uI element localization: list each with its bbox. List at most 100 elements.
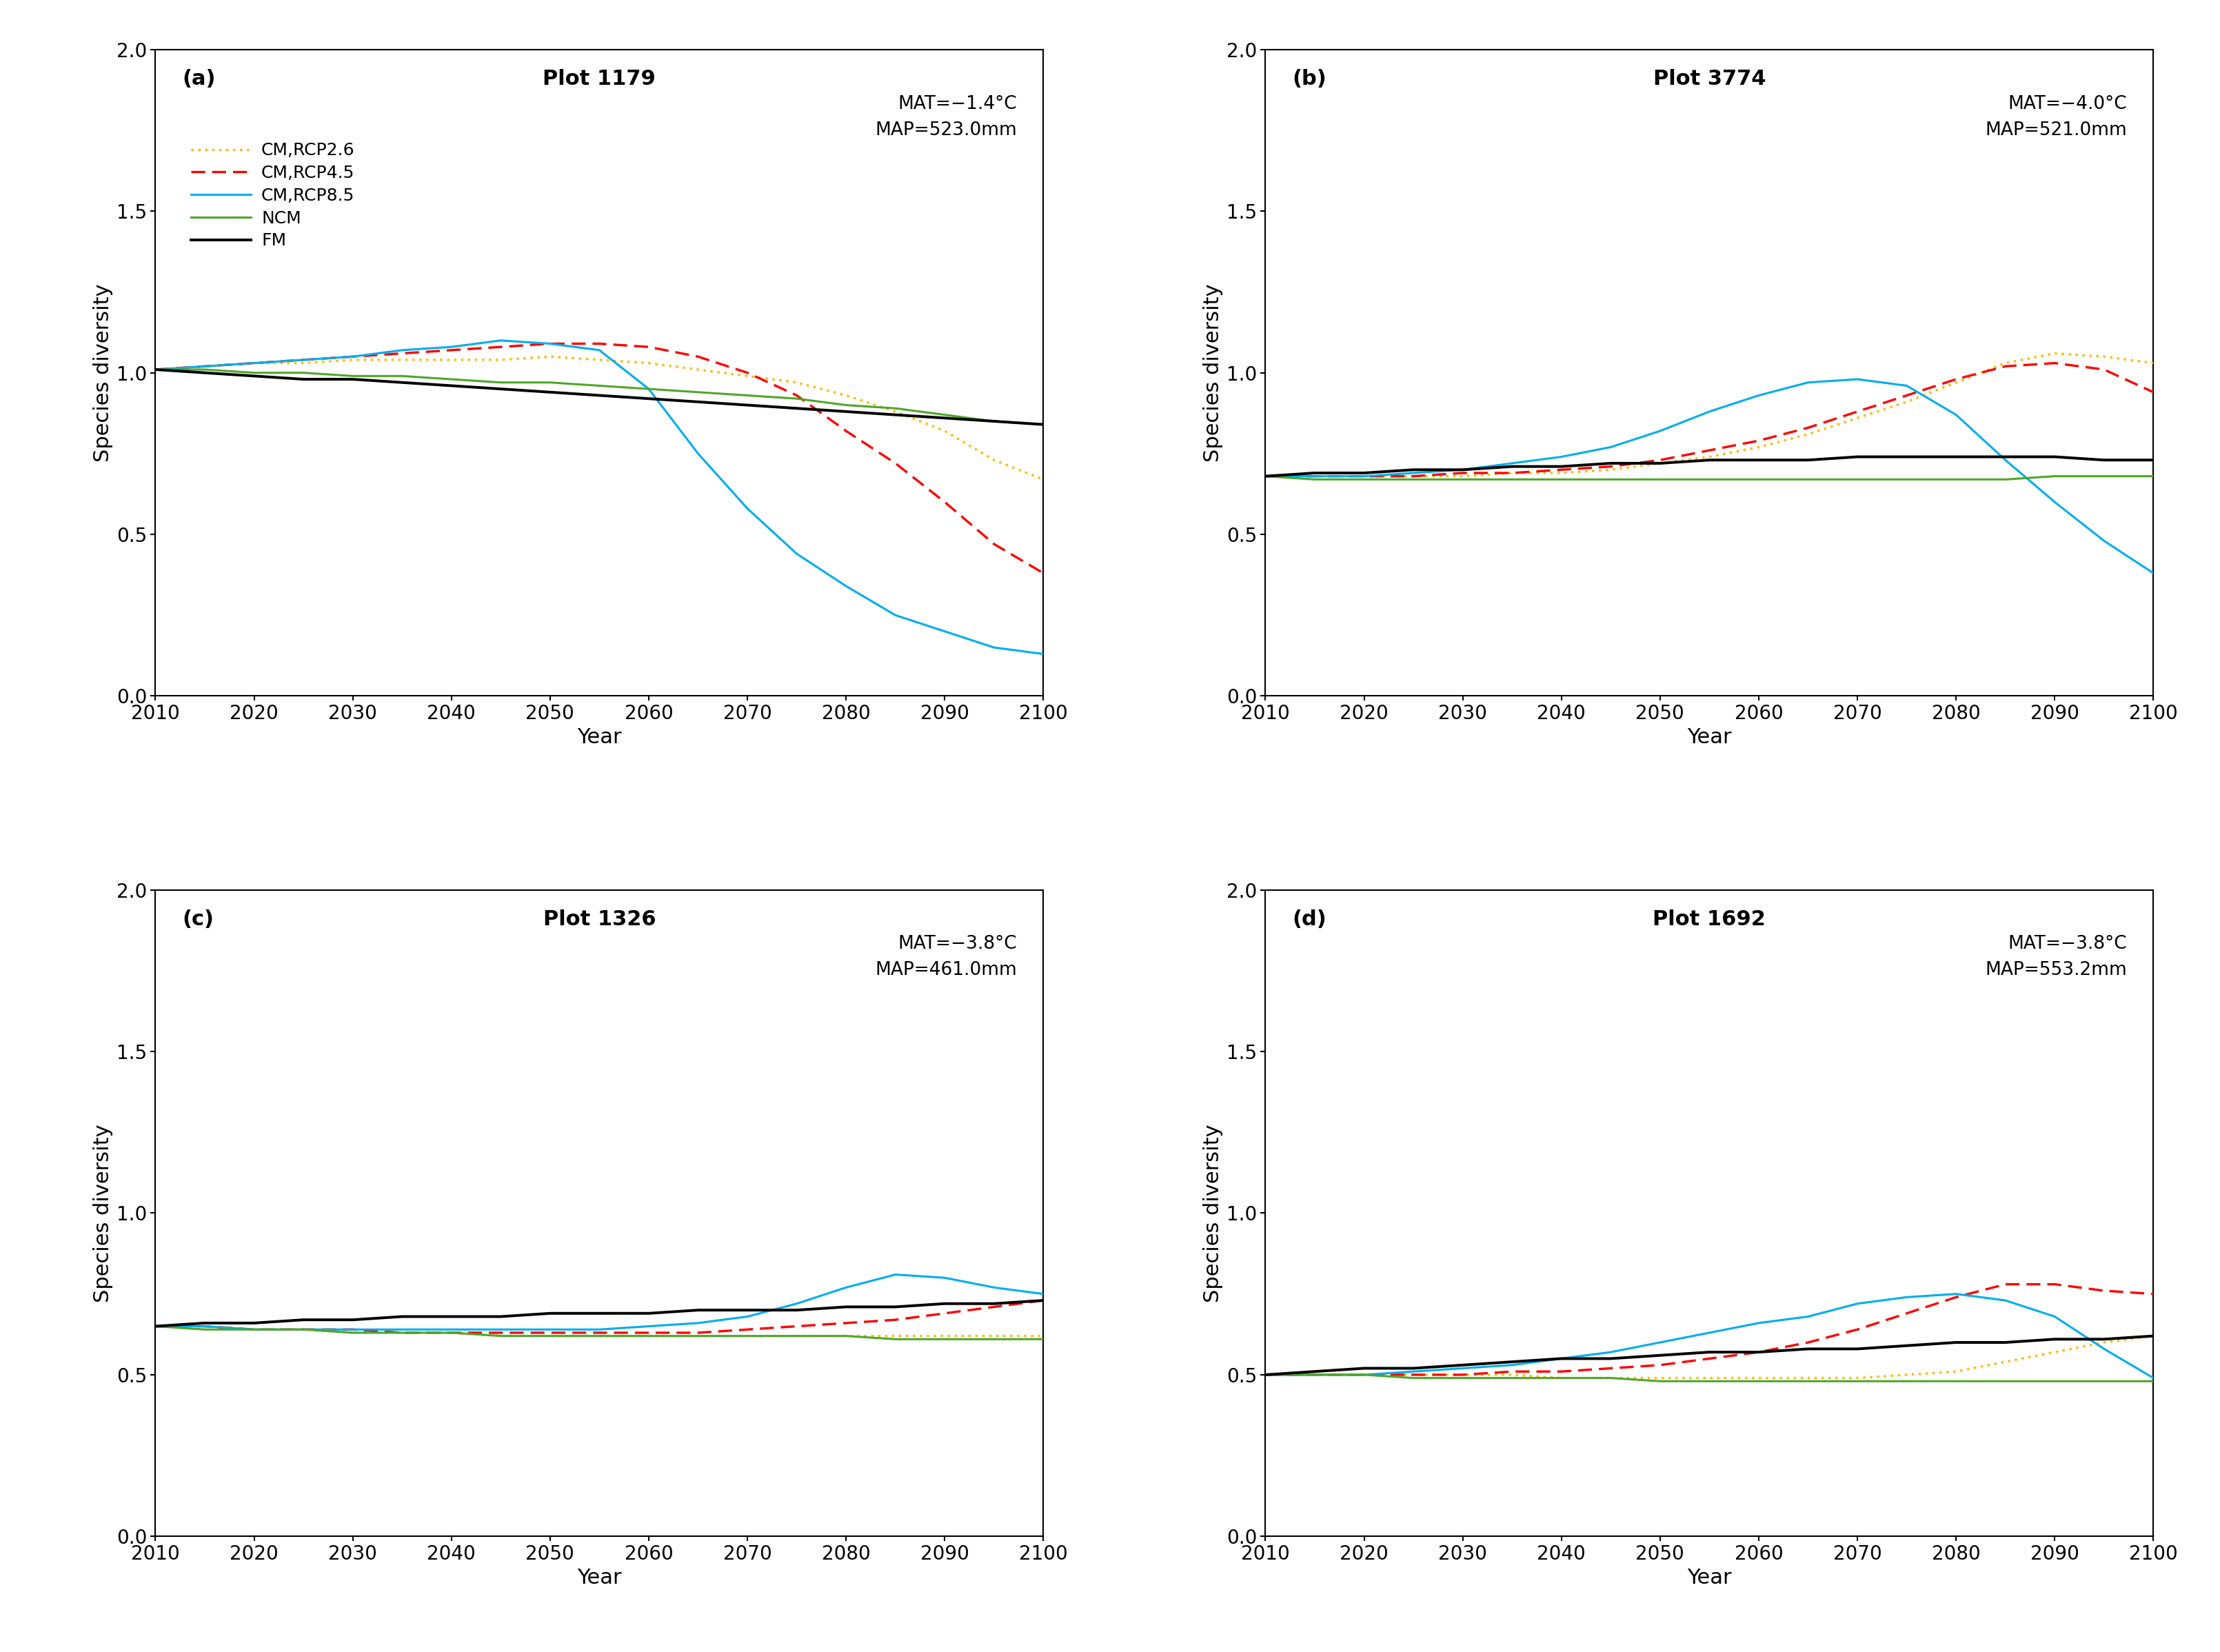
CM,RCP4.5 bbox=[586, 1323, 613, 1343]
Text: (a): (a) bbox=[182, 69, 215, 89]
CM,RCP4.5 bbox=[1942, 370, 1969, 390]
FM bbox=[832, 1297, 859, 1317]
CM,RCP2.6 bbox=[2140, 1327, 2167, 1346]
FM bbox=[684, 392, 710, 411]
Text: (b): (b) bbox=[1292, 69, 1325, 89]
CM,RCP2.6 bbox=[784, 1327, 810, 1346]
CM,RCP2.6 bbox=[586, 1327, 613, 1346]
NCM bbox=[981, 411, 1008, 431]
FM bbox=[2140, 449, 2167, 469]
NCM bbox=[1450, 1368, 1476, 1388]
CM,RCP8.5 bbox=[881, 1265, 908, 1285]
CM,RCP8.5 bbox=[1450, 459, 1476, 479]
FM bbox=[2140, 1327, 2167, 1346]
NCM bbox=[1696, 1371, 1723, 1391]
FM bbox=[1252, 1365, 1279, 1384]
NCM bbox=[291, 1320, 317, 1340]
CM,RCP8.5 bbox=[981, 638, 1008, 657]
FM bbox=[1696, 449, 1723, 469]
CM,RCP4.5 bbox=[340, 347, 366, 367]
FM bbox=[488, 378, 515, 398]
CM,RCP4.5 bbox=[142, 1317, 169, 1336]
CM,RCP4.5 bbox=[1696, 1348, 1723, 1368]
CM,RCP8.5 bbox=[832, 577, 859, 596]
FM bbox=[1350, 1358, 1376, 1378]
CM,RCP2.6 bbox=[1598, 1368, 1625, 1388]
CM,RCP2.6 bbox=[2091, 347, 2118, 367]
FM bbox=[2042, 448, 2069, 468]
NCM bbox=[1598, 469, 1625, 489]
Text: Plot 1326: Plot 1326 bbox=[544, 909, 655, 930]
NCM bbox=[1301, 469, 1328, 489]
NCM bbox=[2042, 1371, 2069, 1391]
CM,RCP8.5 bbox=[1030, 644, 1057, 664]
CM,RCP8.5 bbox=[1696, 401, 1723, 421]
CM,RCP4.5 bbox=[1030, 1290, 1057, 1310]
CM,RCP2.6 bbox=[981, 449, 1008, 469]
FM bbox=[735, 395, 761, 415]
X-axis label: Year: Year bbox=[1687, 727, 1732, 747]
FM bbox=[1301, 1361, 1328, 1381]
CM,RCP8.5 bbox=[1498, 1355, 1525, 1374]
CM,RCP4.5 bbox=[1547, 1361, 1574, 1381]
CM,RCP2.6 bbox=[340, 350, 366, 370]
CM,RCP8.5 bbox=[1450, 1358, 1476, 1378]
NCM bbox=[784, 1327, 810, 1346]
Line: FM: FM bbox=[155, 1300, 1043, 1327]
FM bbox=[684, 1300, 710, 1320]
CM,RCP8.5 bbox=[635, 1317, 662, 1336]
Y-axis label: Species diversity: Species diversity bbox=[1203, 284, 1223, 463]
CM,RCP2.6 bbox=[2042, 344, 2069, 363]
FM bbox=[388, 1307, 415, 1327]
FM bbox=[537, 382, 564, 401]
CM,RCP2.6 bbox=[1991, 1351, 2018, 1371]
NCM bbox=[932, 405, 959, 425]
FM bbox=[240, 1313, 266, 1333]
FM bbox=[881, 405, 908, 425]
NCM bbox=[684, 382, 710, 401]
CM,RCP2.6 bbox=[1794, 425, 1820, 444]
CM,RCP4.5 bbox=[240, 354, 266, 373]
FM bbox=[1991, 1333, 2018, 1353]
CM,RCP8.5 bbox=[784, 1294, 810, 1313]
NCM bbox=[191, 1320, 218, 1340]
CM,RCP4.5 bbox=[1991, 357, 2018, 377]
CM,RCP2.6 bbox=[784, 373, 810, 393]
CM,RCP8.5 bbox=[1794, 373, 1820, 393]
CM,RCP2.6 bbox=[635, 354, 662, 373]
FM bbox=[1647, 1345, 1674, 1365]
CM,RCP8.5 bbox=[537, 334, 564, 354]
CM,RCP4.5 bbox=[1450, 1365, 1476, 1384]
CM,RCP8.5 bbox=[1301, 1365, 1328, 1384]
NCM bbox=[832, 1327, 859, 1346]
Text: MAT=−4.0°C
MAP=521.0mm: MAT=−4.0°C MAP=521.0mm bbox=[1985, 94, 2127, 139]
FM bbox=[1794, 1340, 1820, 1360]
CM,RCP2.6 bbox=[1942, 373, 1969, 393]
CM,RCP2.6 bbox=[291, 1320, 317, 1340]
FM bbox=[1745, 1341, 1772, 1361]
CM,RCP8.5 bbox=[340, 347, 366, 367]
CM,RCP4.5 bbox=[684, 347, 710, 367]
FM bbox=[291, 370, 317, 390]
CM,RCP4.5 bbox=[537, 334, 564, 354]
Line: FM: FM bbox=[155, 370, 1043, 425]
NCM bbox=[1845, 1371, 1871, 1391]
CM,RCP8.5 bbox=[1745, 385, 1772, 405]
NCM bbox=[1450, 469, 1476, 489]
CM,RCP4.5 bbox=[2091, 360, 2118, 380]
CM,RCP4.5 bbox=[1301, 1365, 1328, 1384]
CM,RCP4.5 bbox=[2140, 382, 2167, 401]
CM,RCP8.5 bbox=[1745, 1313, 1772, 1333]
CM,RCP2.6 bbox=[488, 1327, 515, 1346]
NCM bbox=[1745, 469, 1772, 489]
NCM bbox=[784, 388, 810, 408]
Line: FM: FM bbox=[1265, 1336, 2153, 1374]
CM,RCP8.5 bbox=[1942, 1284, 1969, 1303]
FM bbox=[932, 1294, 959, 1313]
NCM bbox=[1301, 1365, 1328, 1384]
FM bbox=[340, 370, 366, 390]
CM,RCP8.5 bbox=[191, 357, 218, 377]
FM bbox=[2042, 1330, 2069, 1350]
CM,RCP2.6 bbox=[191, 1317, 218, 1336]
NCM bbox=[881, 1330, 908, 1350]
